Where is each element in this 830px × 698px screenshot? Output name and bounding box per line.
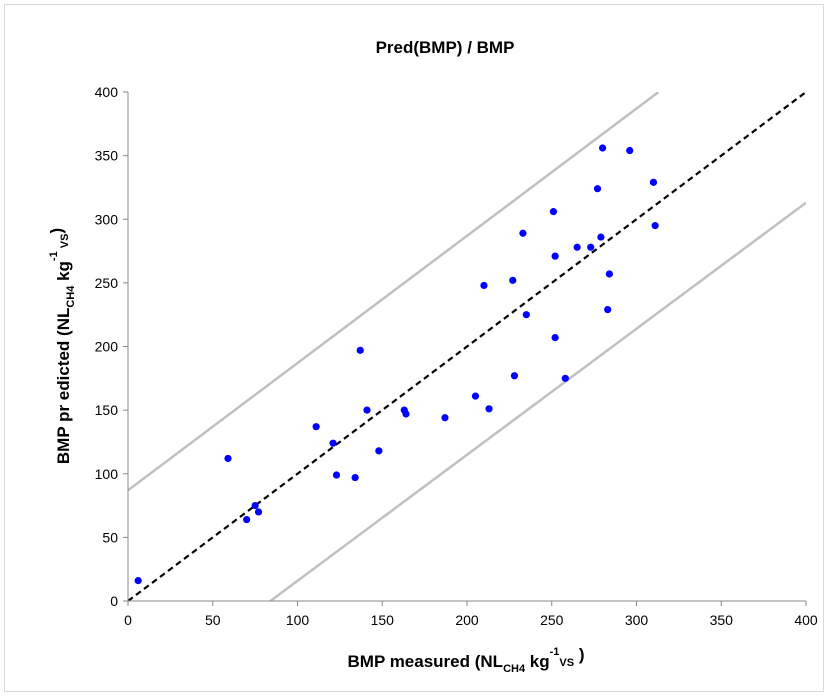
x-axis-label: BMP measured (NLCH4 kg-1VS )	[348, 645, 585, 675]
y-axis-label-part-4: VS	[59, 234, 71, 252]
data-point	[593, 185, 602, 193]
identity-line-group	[128, 92, 806, 601]
data-point	[551, 252, 559, 260]
x-axis-label-part-3: -1	[550, 646, 560, 658]
data-points	[134, 144, 659, 585]
data-point	[626, 146, 634, 155]
data-point	[312, 423, 320, 431]
data-point	[485, 405, 493, 413]
data-point	[587, 243, 595, 251]
x-tick-label: 150	[371, 612, 395, 628]
x-tick-label: 100	[286, 612, 310, 628]
data-point	[509, 276, 517, 284]
chart-title: Pred(BMP) / BMP	[376, 38, 515, 57]
data-point	[510, 372, 519, 380]
y-tick-label: 350	[95, 148, 119, 164]
y-tick-label: 300	[95, 211, 119, 227]
data-point	[551, 333, 559, 342]
data-point	[649, 178, 658, 186]
chart-frame	[4, 4, 824, 692]
data-point	[573, 243, 581, 251]
x-tick-label: 200	[455, 612, 479, 628]
y-tick-label: 150	[95, 402, 119, 418]
data-point	[519, 229, 527, 237]
data-point	[356, 346, 364, 354]
x-axis-label-part-2: kg	[525, 652, 550, 671]
identity-line	[128, 92, 806, 601]
x-axis-label-part-1: CH4	[503, 663, 526, 675]
x-axis-label-part-5: )	[574, 645, 584, 664]
bound-lines	[128, 92, 806, 601]
y-axis-label-part-0: BMP pr edicted (NL	[54, 308, 73, 464]
data-point	[561, 374, 569, 382]
data-point	[329, 439, 337, 447]
y-tick-label: 0	[110, 593, 118, 609]
x-axis-label-part-4: VS	[559, 657, 574, 669]
y-tick-label: 100	[95, 466, 119, 482]
data-point	[549, 208, 558, 216]
y-tick-label: 200	[95, 339, 119, 355]
data-point	[224, 454, 232, 463]
x-tick-label: 350	[710, 612, 734, 628]
x-tick-label: 50	[205, 612, 221, 628]
data-point	[332, 471, 341, 479]
y-tick-label: 400	[95, 84, 119, 100]
data-point	[254, 508, 263, 516]
tick-labels: 0 50 100 150 200 250 300 350 400 0 50 100 150 200 250 3…	[95, 84, 818, 628]
data-point	[363, 406, 371, 414]
x-tick-label: 300	[625, 612, 649, 628]
x-axis-label-part-0: BMP measured (NL	[348, 652, 504, 671]
data-point	[375, 447, 383, 455]
y-axis-label-part-1: CH4	[65, 285, 77, 308]
x-tick-label: 250	[540, 612, 564, 628]
data-point	[604, 305, 612, 314]
data-point	[134, 577, 142, 585]
data-point	[402, 410, 410, 418]
data-point	[471, 392, 480, 400]
x-tick-label: 0	[124, 612, 132, 628]
lower-bound-line	[269, 201, 806, 601]
data-point	[522, 311, 530, 319]
data-point	[597, 233, 605, 241]
data-point	[351, 473, 359, 482]
y-tick-label: 250	[95, 275, 119, 291]
upper-bound-line	[128, 92, 660, 492]
y-axis-label: BMP pr edicted (NLCH4 kg-1 VS)	[47, 228, 77, 464]
x-tick-label: 400	[794, 612, 818, 628]
data-point	[441, 414, 449, 422]
data-point	[605, 270, 613, 278]
y-axis-label-part-2: kg	[54, 261, 73, 286]
data-point	[651, 222, 659, 230]
axes	[123, 91, 807, 606]
data-point	[251, 501, 259, 510]
data-point	[480, 281, 488, 290]
y-axis-label-part-5: )	[47, 228, 66, 234]
y-tick-label: 50	[102, 529, 118, 545]
data-point	[243, 515, 251, 524]
y-axis-label-part-3: -1	[48, 251, 60, 261]
data-point	[599, 144, 607, 152]
